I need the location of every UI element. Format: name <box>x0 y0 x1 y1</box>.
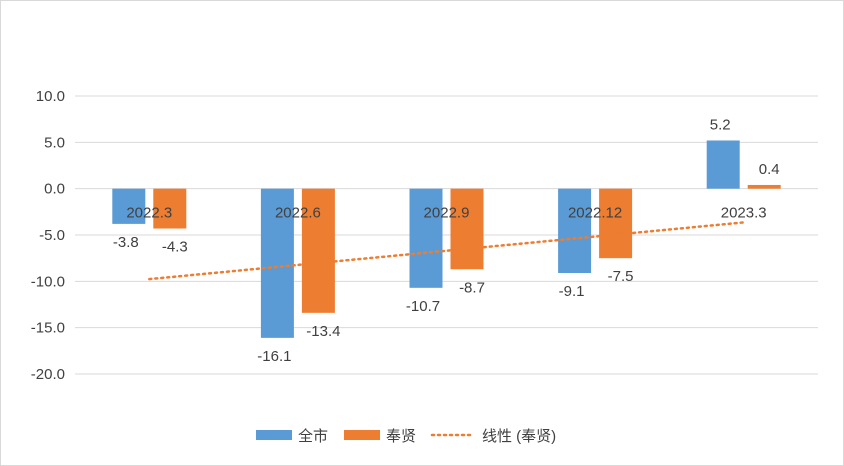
trendline-line <box>148 221 745 281</box>
y-tick-label: -15.0 <box>31 320 65 337</box>
category-label: 2022.12 <box>568 205 622 222</box>
bar-quanshi <box>112 188 146 224</box>
legend-swatch <box>344 430 380 440</box>
category-label: 2023.3 <box>721 205 767 222</box>
bar-quanshi <box>706 140 740 189</box>
y-tick-label: 5.0 <box>44 134 65 151</box>
bar-fengxian <box>599 188 633 259</box>
data-label: -7.5 <box>608 268 634 285</box>
y-tick-label: 10.0 <box>36 88 65 105</box>
category-label: 2022.3 <box>126 205 172 222</box>
y-tick-label: -5.0 <box>39 227 65 244</box>
bar-fengxian <box>301 188 335 313</box>
category-label: 2022.6 <box>275 205 321 222</box>
bar-fengxian <box>450 188 484 270</box>
category-labels: 2022.3 2022.6 2022.9 2022.12 2023.3 <box>126 205 766 222</box>
legend-label: 线性 (奉贤) <box>482 427 556 445</box>
legend: 全市 奉贤 线性 (奉贤) <box>256 427 556 445</box>
data-label: -13.4 <box>306 323 340 340</box>
trendline <box>148 221 745 281</box>
y-tick-label: -10.0 <box>31 273 65 290</box>
data-label: -16.1 <box>257 348 291 365</box>
bar-quanshi <box>409 188 443 288</box>
data-label: -3.8 <box>113 234 139 251</box>
legend-swatch <box>256 430 292 440</box>
data-labels: -3.8 -4.3 -16.1 -13.4 -10.7 -8.7 -9.1 -7.5 5.2 0.… <box>113 116 780 364</box>
bar-quanshi <box>558 188 592 273</box>
legend-label: 全市 <box>298 427 328 445</box>
data-label: 0.4 <box>759 161 780 178</box>
y-tick-label: -20.0 <box>31 366 65 383</box>
bar-fengxian <box>747 184 781 189</box>
bars <box>112 140 781 338</box>
bar-quanshi <box>260 188 294 338</box>
bar-fengxian <box>153 188 187 229</box>
data-label: 5.2 <box>710 116 731 133</box>
category-label: 2022.9 <box>424 205 470 222</box>
data-label: -9.1 <box>559 283 585 300</box>
legend-label: 奉贤 <box>386 427 416 445</box>
y-axis: 10.0 5.0 0.0 -5.0 -10.0 -15.0 -20.0 <box>31 88 65 383</box>
data-label: -10.7 <box>406 298 440 315</box>
gridlines <box>75 95 818 375</box>
data-label: -4.3 <box>162 239 188 256</box>
data-label: -8.7 <box>459 279 485 296</box>
y-tick-label: 0.0 <box>44 181 65 198</box>
